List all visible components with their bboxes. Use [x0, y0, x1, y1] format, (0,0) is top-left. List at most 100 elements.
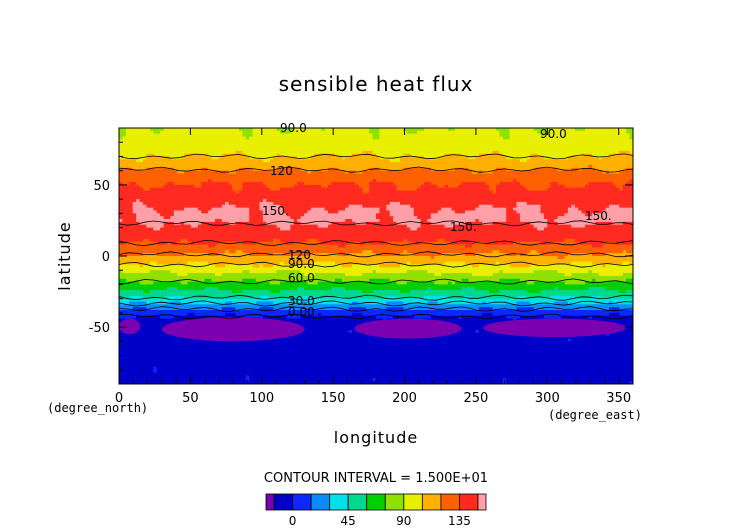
heatmap-cell	[334, 145, 339, 149]
heatmap-cell	[266, 136, 271, 140]
heatmap-cell	[626, 159, 631, 163]
heatmap-cell	[225, 196, 230, 200]
heatmap-cell	[259, 164, 264, 169]
heatmap-cell	[492, 179, 497, 183]
heatmap-cell	[132, 164, 137, 169]
heatmap-cell	[334, 153, 339, 158]
heatmap-cell	[362, 162, 367, 166]
heatmap-cell	[324, 162, 329, 166]
heatmap-cell	[540, 145, 545, 149]
heatmap-cell	[286, 199, 291, 203]
heatmap-cell	[567, 164, 572, 169]
heatmap-cell	[187, 173, 192, 177]
heatmap-cell	[197, 190, 202, 195]
heatmap-cell	[290, 142, 295, 146]
heatmap-cell	[447, 207, 452, 212]
heatmap-cell	[379, 139, 384, 143]
heatmap-cell	[276, 153, 281, 158]
heatmap-cell	[564, 162, 569, 166]
heatmap-cell	[471, 193, 476, 197]
heatmap-cell	[280, 128, 285, 132]
heatmap-cell	[413, 219, 418, 223]
heatmap-cell	[129, 136, 134, 140]
heatmap-cell	[389, 153, 394, 158]
heatmap-cell	[540, 167, 545, 172]
heatmap-cell	[595, 184, 600, 189]
heatmap-cell	[382, 147, 387, 152]
heatmap-cell	[276, 216, 281, 220]
heatmap-cell	[286, 196, 291, 200]
heatmap-cell	[232, 213, 237, 217]
heatmap-cell	[187, 216, 192, 220]
heatmap-cell	[516, 190, 521, 195]
heatmap-cell	[454, 199, 459, 203]
heatmap-cell	[598, 156, 603, 160]
heatmap-cell	[328, 159, 333, 163]
heatmap-cell	[280, 153, 285, 158]
heatmap-cell	[177, 153, 182, 158]
heatmap-cell	[273, 153, 278, 158]
heatmap-cell	[495, 196, 500, 200]
heatmap-cell	[437, 196, 442, 200]
heatmap-cell	[252, 184, 257, 189]
heatmap-cell	[314, 159, 319, 163]
heatmap-cell	[348, 187, 353, 192]
heatmap-cell	[293, 128, 298, 132]
heatmap-cell	[417, 213, 422, 217]
heatmap-cell	[598, 207, 603, 212]
heatmap-cell	[441, 128, 446, 132]
heatmap-cell	[427, 133, 432, 138]
heatmap-cell	[609, 190, 614, 195]
heatmap-cell	[235, 150, 240, 155]
heatmap-cell	[550, 219, 555, 223]
heatmap-cell	[149, 147, 154, 152]
heatmap-cell	[170, 153, 175, 158]
heatmap-cell	[328, 130, 333, 135]
heatmap-cell	[331, 179, 336, 183]
heatmap-cell	[310, 130, 315, 135]
heatmap-cell	[379, 142, 384, 146]
heatmap-cell	[208, 142, 213, 146]
heatmap-cell	[214, 136, 219, 140]
heatmap-cell	[399, 213, 405, 217]
heatmap-cell	[352, 207, 357, 212]
heatmap-cell	[598, 130, 603, 135]
heatmap-cell	[406, 204, 411, 209]
heatmap-cell	[502, 167, 507, 172]
heatmap-cell	[184, 216, 189, 220]
heatmap-cell	[585, 176, 590, 180]
heatmap-cell	[345, 176, 350, 180]
heatmap-cell	[166, 136, 171, 140]
heatmap-cell	[153, 204, 158, 209]
heatmap-cell	[348, 142, 353, 146]
heatmap-cell	[526, 210, 531, 214]
heatmap-cell	[519, 136, 524, 140]
heatmap-cell	[290, 213, 295, 217]
heatmap-cell	[314, 210, 319, 214]
heatmap-cell	[475, 159, 480, 163]
heatmap-cell	[173, 133, 178, 138]
heatmap-cell	[197, 173, 202, 177]
heatmap-cell	[533, 128, 538, 132]
heatmap-cell	[321, 201, 326, 206]
heatmap-cell	[194, 207, 199, 212]
heatmap-cell	[201, 204, 206, 209]
heatmap-cell	[170, 173, 175, 177]
heatmap-cell	[475, 219, 480, 223]
heatmap-cell	[280, 142, 285, 146]
heatmap-cell	[413, 213, 418, 217]
heatmap-cell	[132, 170, 137, 175]
heatmap-cell	[139, 162, 144, 166]
heatmap-cell	[382, 173, 387, 177]
heatmap-cell	[163, 190, 168, 195]
heatmap-cell	[190, 179, 195, 183]
heatmap-cell	[355, 176, 360, 180]
heatmap-cell	[266, 176, 271, 180]
heatmap-cell	[615, 170, 620, 175]
heatmap-cell	[238, 130, 243, 135]
heatmap-cell	[441, 150, 446, 155]
heatmap-cell	[211, 147, 216, 152]
heatmap-cell	[276, 190, 281, 195]
heatmap-cell	[197, 139, 202, 143]
heatmap-cell	[471, 199, 476, 203]
